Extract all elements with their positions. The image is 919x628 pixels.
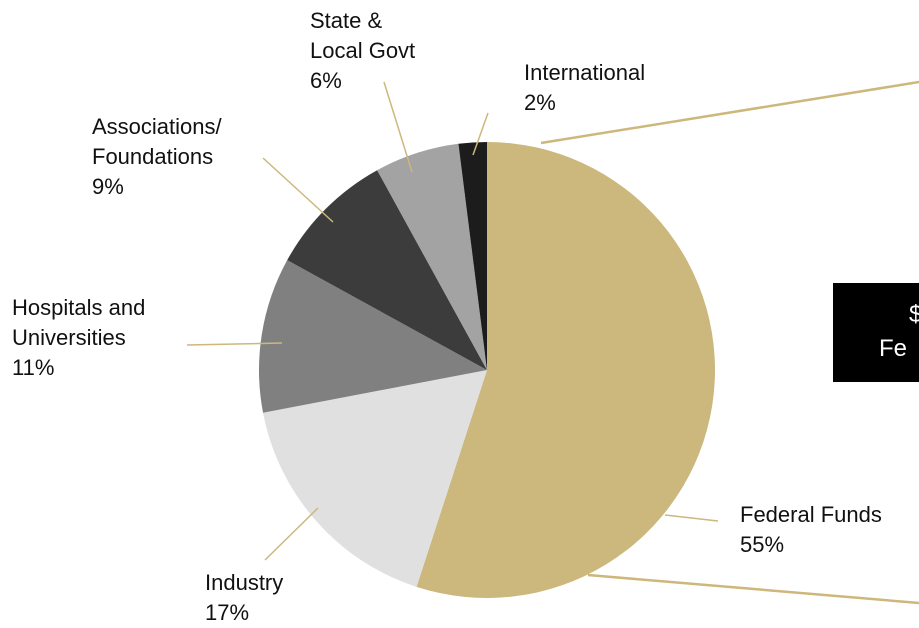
leader-line: [664, 514, 719, 522]
value-label: 9%: [92, 174, 124, 199]
category-label: Federal Funds: [740, 502, 882, 527]
value-label: 6%: [310, 68, 342, 93]
callout-box: $ Fe: [833, 283, 919, 382]
wedge: [377, 143, 487, 370]
category-label: State & Local Govt: [310, 8, 416, 63]
slice-label: Hospitals and Universities 11%: [12, 293, 192, 383]
slice-label: Associations/ Foundations 9%: [92, 112, 262, 202]
wedge: [263, 370, 487, 587]
value-label: 2%: [524, 90, 556, 115]
leader-line: [262, 157, 334, 223]
pie: [259, 142, 716, 598]
slice-label: State & Local Govt 6%: [310, 6, 430, 96]
slice-label: International 2%: [524, 58, 694, 118]
callout-line: [587, 573, 919, 605]
category-label: International: [524, 60, 646, 85]
wedge: [416, 142, 716, 598]
wedge: [287, 170, 487, 370]
category-label: Associations/ Foundations: [92, 114, 222, 169]
wedge: [259, 260, 487, 413]
callout-text: $: [909, 301, 919, 328]
slice-label: Industry 17%: [205, 568, 355, 628]
callout-text: Fe: [879, 335, 908, 362]
wedge: [458, 142, 487, 370]
value-label: 55%: [740, 532, 785, 557]
slice-label: Federal Funds 55%: [740, 500, 919, 560]
leader-line: [472, 112, 489, 156]
leader-line: [186, 342, 283, 346]
category-label: Industry: [205, 570, 284, 595]
callout-line: [540, 80, 919, 145]
value-label: 11%: [12, 355, 55, 380]
leader-line: [264, 507, 319, 561]
leader-line: [383, 81, 413, 173]
leader-lines: [186, 80, 919, 605]
value-label: 17%: [205, 600, 250, 625]
category-label: Hospitals and Universities: [12, 295, 146, 350]
